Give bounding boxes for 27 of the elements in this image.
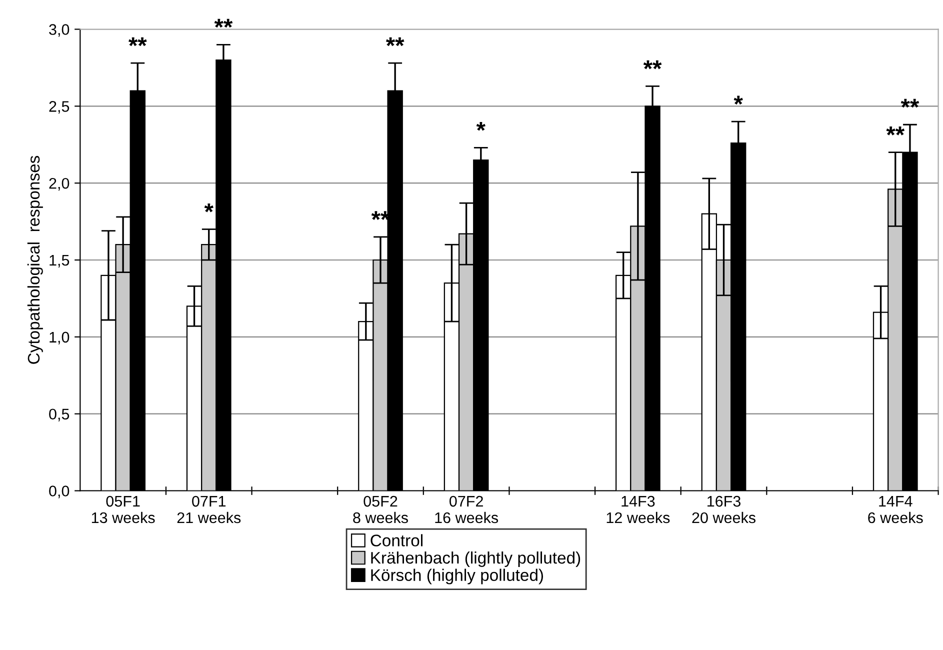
y-tick-label: 0,5 xyxy=(49,408,70,422)
x-tick-label: 14F4 6 weeks xyxy=(868,496,923,524)
y-tick-label: 1,5 xyxy=(50,255,70,268)
x-tick-label: 07F2 16 weeks xyxy=(435,496,498,524)
legend-label: Control xyxy=(370,534,422,546)
x-tick-label: 16F3 20 weeks xyxy=(692,496,756,524)
x-tick-label: 05F2 8 weeks xyxy=(353,496,408,524)
y-tick-label: 2,5 xyxy=(49,101,70,114)
data-label: ** xyxy=(214,18,233,28)
legend-label: Körsch (highly polluted) xyxy=(371,568,543,584)
data-label: * xyxy=(204,203,214,212)
x-tick-label: 07F1 21 weeks xyxy=(177,496,241,524)
y-tick-label: 3,0 xyxy=(49,24,70,37)
x-tick-label: 05F1 13 weeks xyxy=(92,496,155,524)
y-tick-label: 2,0 xyxy=(49,178,70,191)
x-tick-label: 14F3 12 weeks xyxy=(606,496,670,524)
y-axis-title: Cytopathological responses xyxy=(27,156,43,364)
data-label: ** xyxy=(900,98,920,108)
data-label: ** xyxy=(386,37,404,46)
y-tick-label: 1,0 xyxy=(50,332,70,344)
data-label: ** xyxy=(886,126,905,136)
data-label: * xyxy=(734,96,743,105)
y-tick-label: 0,0 xyxy=(49,486,70,498)
data-label: * xyxy=(476,122,486,131)
data-label: ** xyxy=(643,60,662,70)
legend-label: Krähenbach (lightly polluted) xyxy=(371,551,580,567)
data-label: ** xyxy=(128,37,147,46)
